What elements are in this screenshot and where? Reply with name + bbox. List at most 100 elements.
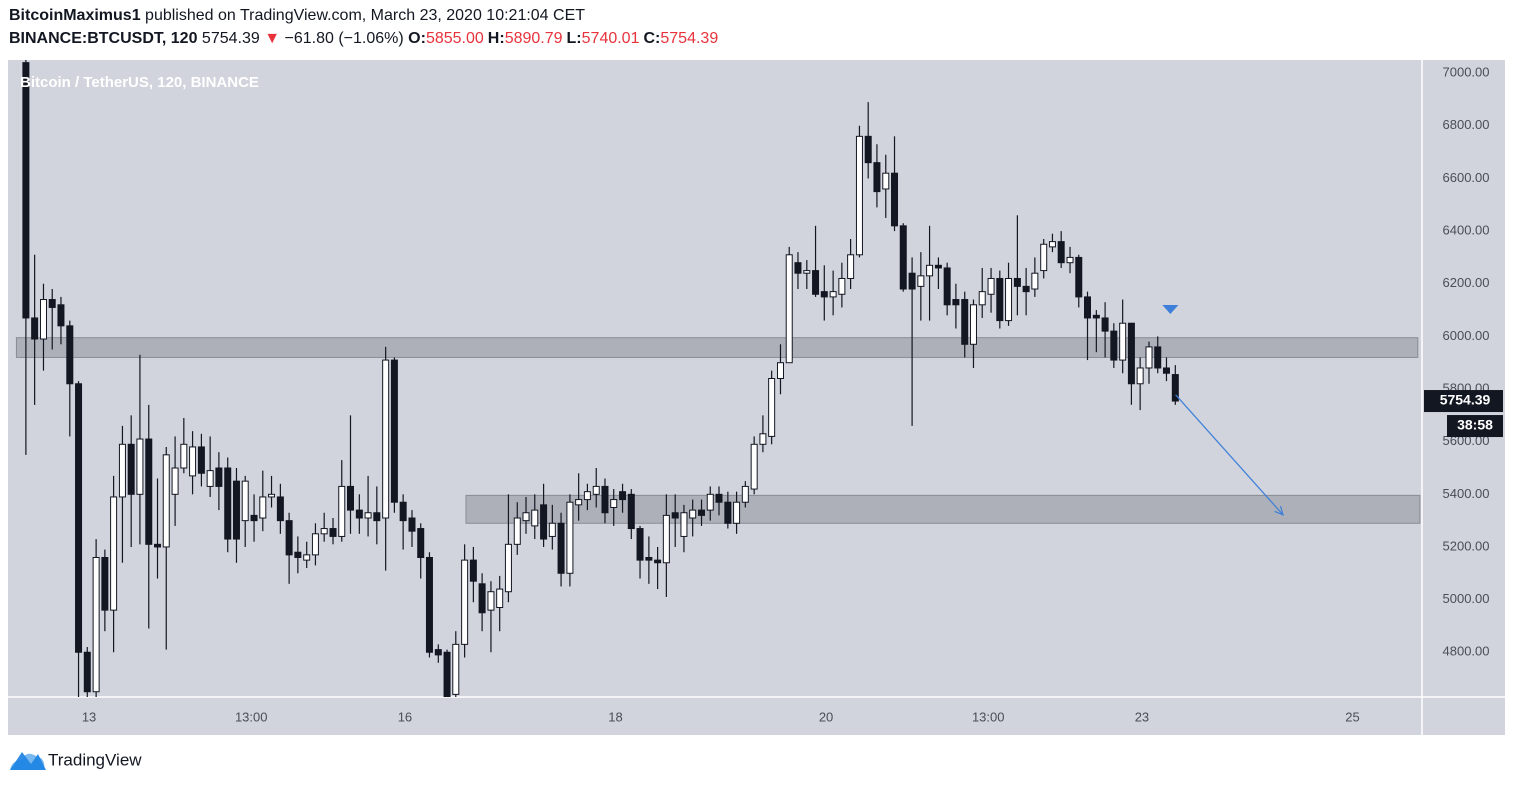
candle-body: [338, 485, 346, 537]
candle-body: [224, 467, 232, 540]
candle-body: [189, 446, 197, 477]
candle-body: [1145, 346, 1153, 369]
candle-body: [566, 501, 574, 574]
candle-body: [741, 485, 749, 503]
last-price-box: [1424, 390, 1503, 413]
candle-body: [452, 643, 460, 695]
candle-body: [908, 272, 916, 290]
candle-body: [706, 493, 714, 511]
change: −61.80 (−1.06%): [284, 30, 404, 47]
candle-body: [346, 485, 354, 511]
candle-body: [575, 499, 583, 506]
last-price-label: 5754.39: [1440, 392, 1491, 408]
candle-body: [627, 493, 635, 530]
candle-body: [154, 543, 162, 548]
ohlc-value: 5754.39: [660, 30, 719, 47]
candle-body: [1127, 322, 1135, 385]
y-tick-label: 6800.00: [1443, 117, 1490, 132]
candle-body: [759, 433, 767, 445]
candle-body: [891, 172, 899, 227]
candle-body: [934, 264, 942, 269]
candle-body: [434, 649, 442, 656]
candle-body: [320, 528, 328, 535]
candle-body: [22, 62, 30, 319]
candle-body: [952, 299, 960, 306]
candle-body: [1136, 367, 1144, 385]
tradingview-logo: [10, 752, 46, 770]
candle-body: [1040, 243, 1048, 272]
candle-body: [364, 512, 372, 519]
ohlc-label: H:: [487, 30, 505, 47]
candle-body: [162, 454, 170, 548]
candle-body: [926, 264, 934, 277]
plot: [15, 60, 1421, 697]
candle-body: [145, 438, 153, 545]
candle-body: [118, 443, 126, 498]
candle-body: [390, 359, 398, 503]
candle-body: [803, 270, 811, 274]
y-tick-label: 5200.00: [1443, 538, 1490, 553]
candle-body: [1031, 272, 1039, 290]
candle-body: [873, 162, 881, 193]
candle-body: [855, 135, 863, 256]
candle-body: [57, 304, 65, 327]
candle-body: [943, 267, 951, 306]
candle-body: [1005, 277, 1013, 322]
candle-body: [961, 299, 969, 345]
candle-body: [1110, 330, 1118, 361]
candle-body: [408, 517, 416, 532]
arrow-head: [1274, 506, 1284, 516]
candle-body: [619, 491, 627, 501]
candle-body: [1119, 322, 1127, 361]
x-tick-label: 13:00: [972, 709, 1005, 724]
candle-body: [838, 277, 846, 295]
zone: [465, 494, 1421, 524]
candle-body: [425, 556, 433, 653]
x-tick-label: 20: [819, 709, 833, 724]
candle-body: [136, 438, 144, 495]
candle-body: [127, 443, 135, 495]
candle-body: [303, 554, 311, 561]
candle-body: [531, 509, 539, 527]
candle-body: [689, 509, 697, 519]
candle-body: [206, 470, 214, 487]
candle-body: [329, 528, 337, 537]
candle-body: [1057, 241, 1065, 264]
ohlc-value: 5855.00: [425, 30, 484, 47]
candle-body: [496, 588, 504, 609]
candle-body: [548, 522, 556, 537]
candle-body: [83, 651, 91, 693]
y-tick-label: 7000.00: [1443, 65, 1490, 80]
candle-body: [636, 528, 644, 561]
candle-body: [232, 480, 240, 540]
candle-body: [592, 485, 600, 495]
candle-body: [978, 291, 986, 306]
candle-body: [1092, 314, 1100, 319]
candle-body: [864, 135, 872, 164]
y-tick-label: 6400.00: [1443, 223, 1490, 238]
price: 5754.39: [201, 30, 260, 47]
candle-body: [417, 528, 425, 558]
candle-body: [504, 543, 512, 593]
candle-body: [469, 559, 477, 582]
candle-body: [899, 225, 907, 290]
brand: TradingView: [48, 750, 142, 769]
chart-title: Bitcoin / TetherUS, 120, BINANCE: [20, 74, 259, 91]
candle-body: [794, 262, 802, 274]
candle-body: [987, 277, 995, 295]
x-tick-label: 16: [398, 709, 412, 724]
countdown: 38:58: [1457, 417, 1493, 433]
candle-body: [461, 559, 469, 645]
candle-body: [540, 504, 548, 540]
candle-body: [969, 304, 977, 345]
published: published on TradingView.com, March 23, …: [145, 7, 586, 24]
candle-body: [733, 501, 741, 524]
candle-body: [241, 480, 249, 522]
candle-body: [557, 522, 565, 574]
candle-body: [48, 299, 56, 308]
candle-body: [259, 496, 267, 519]
countdown-box: [1447, 415, 1503, 438]
symbol-line: BINANCE:BTCUSDT, 120 5754.39 ▼ −61.80 (−…: [9, 30, 722, 48]
candle-body: [583, 491, 591, 501]
